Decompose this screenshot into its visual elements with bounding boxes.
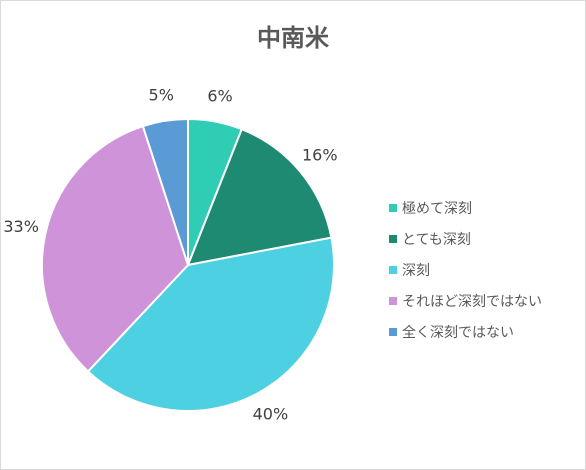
data-label-extremely-serious: 6% [207,87,232,106]
legend-swatch [389,203,397,212]
legend-label: 極めて深刻 [402,200,472,217]
legend-swatch [389,327,397,336]
pie-slices [41,117,335,412]
legend-label: それほど深刻ではない [402,293,542,310]
legend-label: とても深刻 [402,231,471,248]
data-label-not-so-serious: 33% [3,217,39,236]
legend-swatch [389,234,397,243]
legend-item-not-serious-at-all: 全く深刻ではない [389,316,542,347]
pie-slice-not-so-serious [41,124,190,373]
legend: 極めて深刻とても深刻深刻それほど深刻ではない 全く深刻ではない [389,192,542,347]
pie-slice-very-serious [186,127,333,267]
chart-title: 中南米 [257,24,329,52]
pie-slice-serious [86,236,335,412]
pie-data-labels: 6% 16% 40% 33% 5% [3,86,337,424]
legend-item-serious: 深刻 [389,254,542,285]
legend-item-not-so-serious: それほど深刻ではない [389,285,542,316]
legend-label: 全く深刻ではない [402,324,514,341]
pie-slice-not-serious-at-all [141,117,189,266]
legend-swatch [389,296,397,305]
legend-swatch [389,265,397,274]
data-label-not-serious-at-all: 5% [149,86,174,105]
data-label-very-serious: 16% [302,146,338,165]
legend-label: 深刻 [402,262,430,279]
data-label-serious: 40% [253,404,289,423]
legend-item-very-serious: とても深刻 [389,223,542,254]
legend-item-extremely-serious: 極めて深刻 [389,192,542,223]
